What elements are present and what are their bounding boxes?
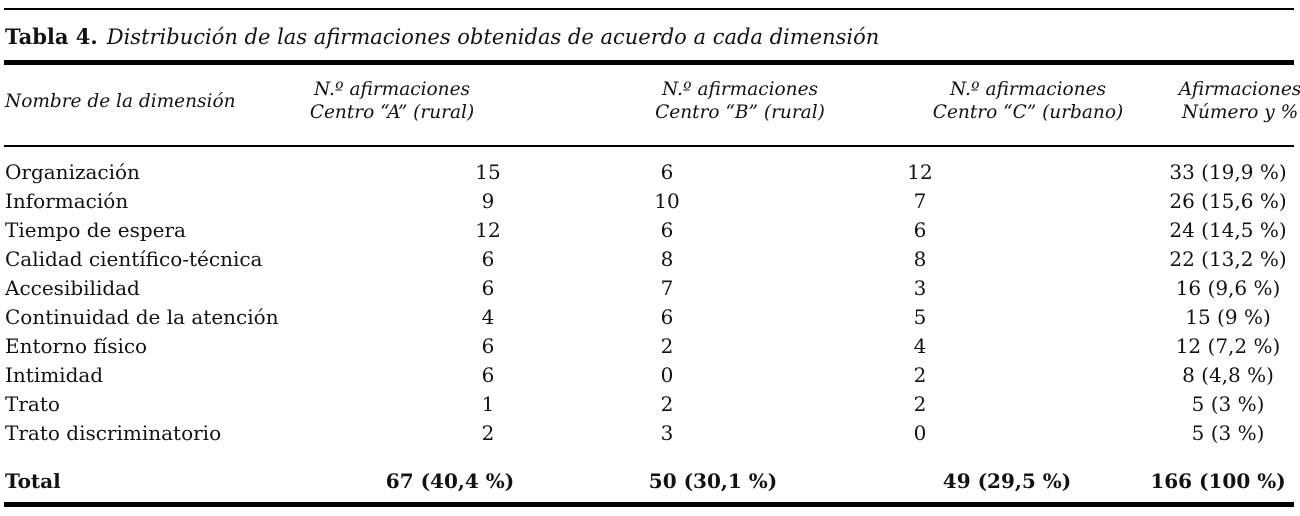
header-line: Centro “A” (rural)	[309, 102, 475, 123]
dimension-name: Información	[5, 189, 129, 213]
column-header-centro-c: N.º afirmaciones Centro “C” (urbano)	[898, 78, 1158, 124]
cell-centro_c: 12	[907, 160, 933, 184]
cell-centro_b: 6	[660, 160, 674, 184]
total-centro-b: 50 (30,1 %)	[648, 469, 778, 493]
dimension-name: Continuidad de la atención	[5, 305, 279, 329]
cell-afirmaciones: 33 (19,9 %)	[1169, 160, 1287, 184]
cell-centro_a: 15	[475, 160, 501, 184]
dimension-name: Tiempo de espera	[5, 218, 186, 242]
caption-text: Distribución de las afirmaciones obtenid…	[106, 25, 880, 49]
cell-centro_b: 8	[660, 247, 674, 271]
cell-centro_a: 12	[475, 218, 501, 242]
total-centro-a: 67 (40,4 %)	[385, 469, 515, 493]
table-row: Trato 1 2 2 5 (3 %)	[0, 390, 1300, 419]
cell-afirmaciones: 24 (14,5 %)	[1169, 218, 1287, 242]
cell-afirmaciones: 8 (4,8 %)	[1182, 363, 1274, 387]
header-line: Centro “C” (urbano)	[932, 102, 1124, 123]
cell-centro_a: 6	[481, 334, 495, 358]
cell-afirmaciones: 26 (15,6 %)	[1169, 189, 1287, 213]
cell-centro_b: 2	[660, 392, 674, 416]
header-line: Centro “B” (rural)	[655, 102, 825, 123]
column-header-centro-a: N.º afirmaciones Centro “A” (rural)	[267, 78, 517, 124]
header-line: N.º afirmaciones	[661, 79, 819, 100]
header-line: Número y %	[1181, 102, 1299, 123]
table-row: Tiempo de espera 12 6 6 24 (14,5 %)	[0, 216, 1300, 245]
cell-afirmaciones: 16 (9,6 %)	[1175, 276, 1281, 300]
cell-centro_c: 4	[913, 334, 927, 358]
cell-afirmaciones: 5 (3 %)	[1191, 392, 1265, 416]
table-body: Organización 15 6 12 33 (19,9 %) Información 9…	[0, 158, 1300, 448]
cell-afirmaciones: 5 (3 %)	[1191, 421, 1265, 445]
cell-centro_a: 6	[481, 276, 495, 300]
header-line: Nombre de la dimensión	[5, 90, 236, 112]
cell-centro_b: 0	[660, 363, 674, 387]
cell-afirmaciones: 12 (7,2 %)	[1175, 334, 1281, 358]
cell-centro_a: 4	[481, 305, 495, 329]
table-row: Accesibilidad 6 7 3 16 (9,6 %)	[0, 274, 1300, 303]
cell-centro_b: 2	[660, 334, 674, 358]
dimension-name: Calidad científico-técnica	[5, 247, 263, 271]
total-label: Total	[5, 469, 61, 493]
table-header-row: Nombre de la dimensión N.º afirmaciones …	[0, 62, 1300, 140]
dimension-name: Entorno físico	[5, 334, 148, 358]
cell-centro_b: 3	[660, 421, 674, 445]
header-line: N.º afirmaciones	[949, 79, 1107, 100]
cell-centro_a: 9	[481, 189, 495, 213]
table-number-label: Tabla 4.	[5, 24, 98, 49]
cell-centro_c: 5	[913, 305, 927, 329]
column-header-dimension: Nombre de la dimensión	[0, 90, 310, 113]
total-row: Total 67 (40,4 %) 50 (30,1 %) 49 (29,5 %…	[0, 464, 1300, 498]
cell-centro_a: 6	[481, 363, 495, 387]
column-header-afirmaciones: Afirmaciones Número y %	[1150, 78, 1300, 124]
caption-separator-rule	[4, 60, 1294, 65]
cell-centro_a: 1	[481, 392, 495, 416]
header-line: Afirmaciones	[1178, 79, 1300, 100]
cell-afirmaciones: 22 (13,2 %)	[1169, 247, 1287, 271]
total-centro-c: 49 (29,5 %)	[942, 469, 1072, 493]
cell-centro_c: 3	[913, 276, 927, 300]
table-row: Intimidad 6 0 2 8 (4,8 %)	[0, 361, 1300, 390]
cell-centro_a: 2	[481, 421, 495, 445]
cell-centro_b: 10	[654, 189, 680, 213]
cell-centro_b: 6	[660, 218, 674, 242]
cell-afirmaciones: 15 (9 %)	[1185, 305, 1271, 329]
table-caption: Tabla 4. Distribución de las afirmaciones…	[5, 22, 1294, 52]
dimension-name: Trato discriminatorio	[5, 421, 222, 445]
header-line: N.º afirmaciones	[313, 79, 471, 100]
cell-centro_c: 0	[913, 421, 927, 445]
cell-centro_c: 2	[913, 392, 927, 416]
column-header-centro-b: N.º afirmaciones Centro “B” (rural)	[590, 78, 890, 124]
table-row: Trato discriminatorio 2 3 0 5 (3 %)	[0, 419, 1300, 448]
dimension-name: Accesibilidad	[5, 276, 140, 300]
header-separator-rule	[4, 145, 1294, 147]
total-afirmaciones: 166 (100 %)	[1150, 469, 1286, 493]
cell-centro_c: 2	[913, 363, 927, 387]
top-rule	[4, 8, 1294, 10]
table-row: Calidad científico-técnica 6 8 8 22 (13,2 %)	[0, 245, 1300, 274]
table-row: Continuidad de la atención 4 6 5 15 (9 %)	[0, 303, 1300, 332]
dimension-name: Organización	[5, 160, 140, 184]
cell-centro_c: 7	[913, 189, 927, 213]
table-row: Entorno físico 6 2 4 12 (7,2 %)	[0, 332, 1300, 361]
bottom-rule	[4, 502, 1294, 507]
cell-centro_a: 6	[481, 247, 495, 271]
cell-centro_c: 6	[913, 218, 927, 242]
cell-centro_c: 8	[913, 247, 927, 271]
cell-centro_b: 7	[660, 276, 674, 300]
dimension-name: Intimidad	[5, 363, 104, 387]
table-row: Organización 15 6 12 33 (19,9 %)	[0, 158, 1300, 187]
dimension-name: Trato	[5, 392, 60, 416]
table-row: Información 9 10 7 26 (15,6 %)	[0, 187, 1300, 216]
cell-centro_b: 6	[660, 305, 674, 329]
